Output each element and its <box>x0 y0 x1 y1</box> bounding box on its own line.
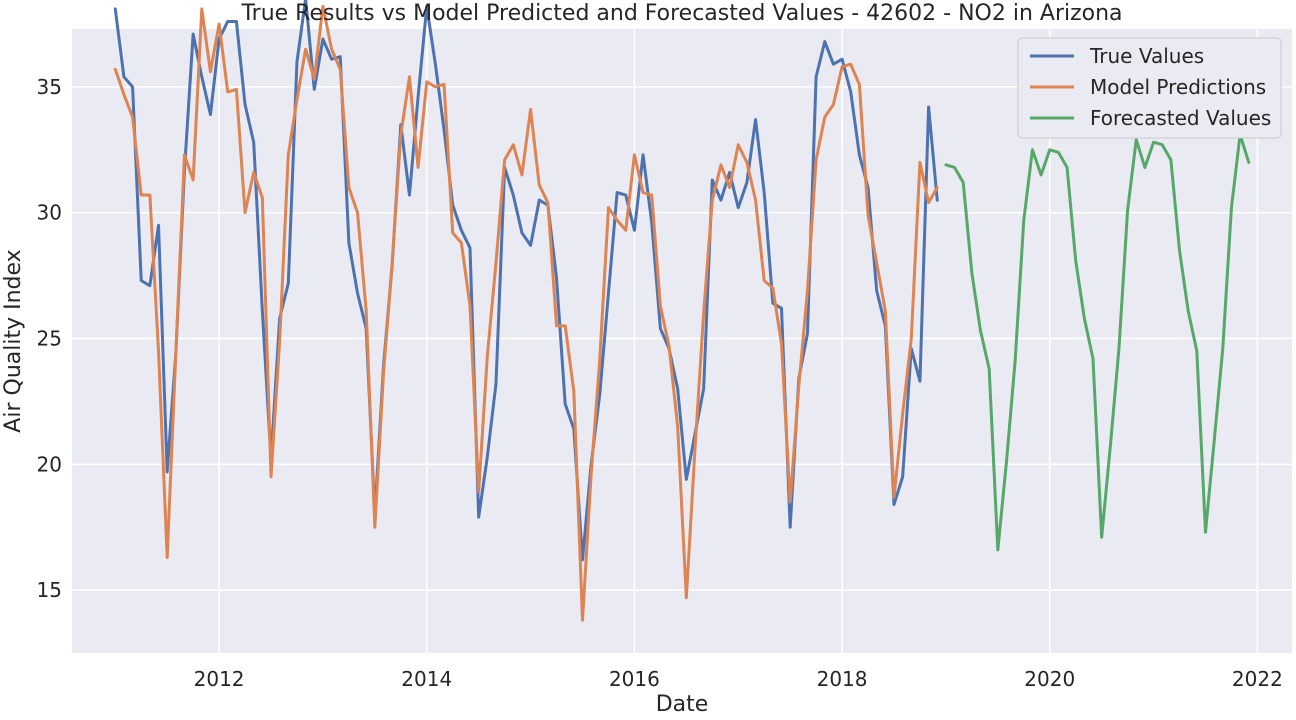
x-axis-label: Date <box>656 692 709 717</box>
series-line-forecasted-values <box>944 133 1251 552</box>
series-line-model-predictions <box>113 4 939 622</box>
y-tick-labels: 15 20 25 30 35 <box>37 75 62 602</box>
x-tick-label: 2016 <box>609 667 660 691</box>
x-tick-label: 2022 <box>1232 667 1283 691</box>
y-tick-label: 20 <box>37 452 62 476</box>
y-tick-label: 30 <box>37 201 62 225</box>
x-tick-label: 2012 <box>194 667 245 691</box>
y-tick-label: 15 <box>37 578 62 602</box>
y-tick-label: 25 <box>37 326 62 350</box>
legend-label-true-values: True Values <box>1089 44 1204 68</box>
x-tick-label: 2014 <box>401 667 452 691</box>
x-tick-label: 2020 <box>1024 667 1075 691</box>
legend: True Values Model Predictions Forecasted… <box>1017 37 1282 139</box>
legend-label-model-predictions: Model Predictions <box>1090 75 1266 99</box>
chart-title: True Results vs Model Predicted and Fore… <box>240 1 1122 26</box>
legend-box <box>1017 37 1282 139</box>
legend-label-forecasted-values: Forecasted Values <box>1090 106 1271 130</box>
y-tick-label: 35 <box>37 75 62 99</box>
series-layer <box>113 0 1251 622</box>
x-tick-label: 2018 <box>817 667 868 691</box>
x-tick-labels: 2012 2014 2016 2018 2020 2022 <box>194 667 1283 691</box>
y-axis-label: Air Quality Index <box>1 249 26 432</box>
